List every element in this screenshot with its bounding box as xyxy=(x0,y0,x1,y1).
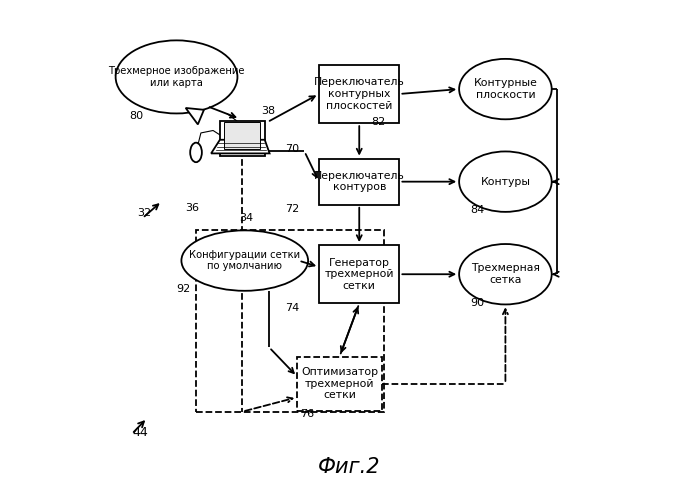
Text: Фиг.2: Фиг.2 xyxy=(318,457,381,477)
Text: Контурные
плоскости: Контурные плоскости xyxy=(473,78,538,100)
Polygon shape xyxy=(211,140,270,153)
Bar xyxy=(319,159,399,205)
Text: 92: 92 xyxy=(177,284,191,294)
Polygon shape xyxy=(186,108,204,124)
Text: 70: 70 xyxy=(285,144,299,153)
Text: 36: 36 xyxy=(186,203,200,214)
Bar xyxy=(220,121,265,156)
Text: Переключатель
контуров: Переключатель контуров xyxy=(314,171,405,193)
Text: Конфигурации сетки
по умолчанию: Конфигурации сетки по умолчанию xyxy=(189,250,301,271)
Text: 82: 82 xyxy=(371,117,386,127)
Ellipse shape xyxy=(182,230,308,291)
Text: 32: 32 xyxy=(138,208,152,219)
Text: Контуры: Контуры xyxy=(480,177,531,187)
Text: 72: 72 xyxy=(285,204,299,215)
Text: Трехмерное изображение
или карта: Трехмерное изображение или карта xyxy=(108,66,245,88)
Bar xyxy=(196,230,384,412)
Ellipse shape xyxy=(459,151,552,212)
Ellipse shape xyxy=(190,143,202,162)
Text: 34: 34 xyxy=(239,213,253,223)
Text: Трехмерная
сетка: Трехмерная сетка xyxy=(471,264,540,285)
Text: 76: 76 xyxy=(300,409,314,419)
Text: 74: 74 xyxy=(285,303,299,313)
Text: 44: 44 xyxy=(133,426,148,439)
Ellipse shape xyxy=(459,59,552,119)
Ellipse shape xyxy=(115,40,238,114)
Bar xyxy=(297,357,382,411)
Bar xyxy=(319,245,399,303)
Text: 38: 38 xyxy=(261,106,275,116)
Bar xyxy=(224,122,260,149)
Text: 80: 80 xyxy=(129,111,143,121)
Text: Оптимизатор
трехмерной
сетки: Оптимизатор трехмерной сетки xyxy=(301,368,378,400)
Text: 90: 90 xyxy=(470,297,484,308)
Text: Переключатель
контурных
плоскостей: Переключатель контурных плоскостей xyxy=(314,77,405,111)
Text: Генератор
трехмерной
сетки: Генератор трехмерной сетки xyxy=(324,258,394,291)
Bar xyxy=(319,65,399,123)
Ellipse shape xyxy=(459,244,552,304)
Text: 84: 84 xyxy=(470,205,484,215)
